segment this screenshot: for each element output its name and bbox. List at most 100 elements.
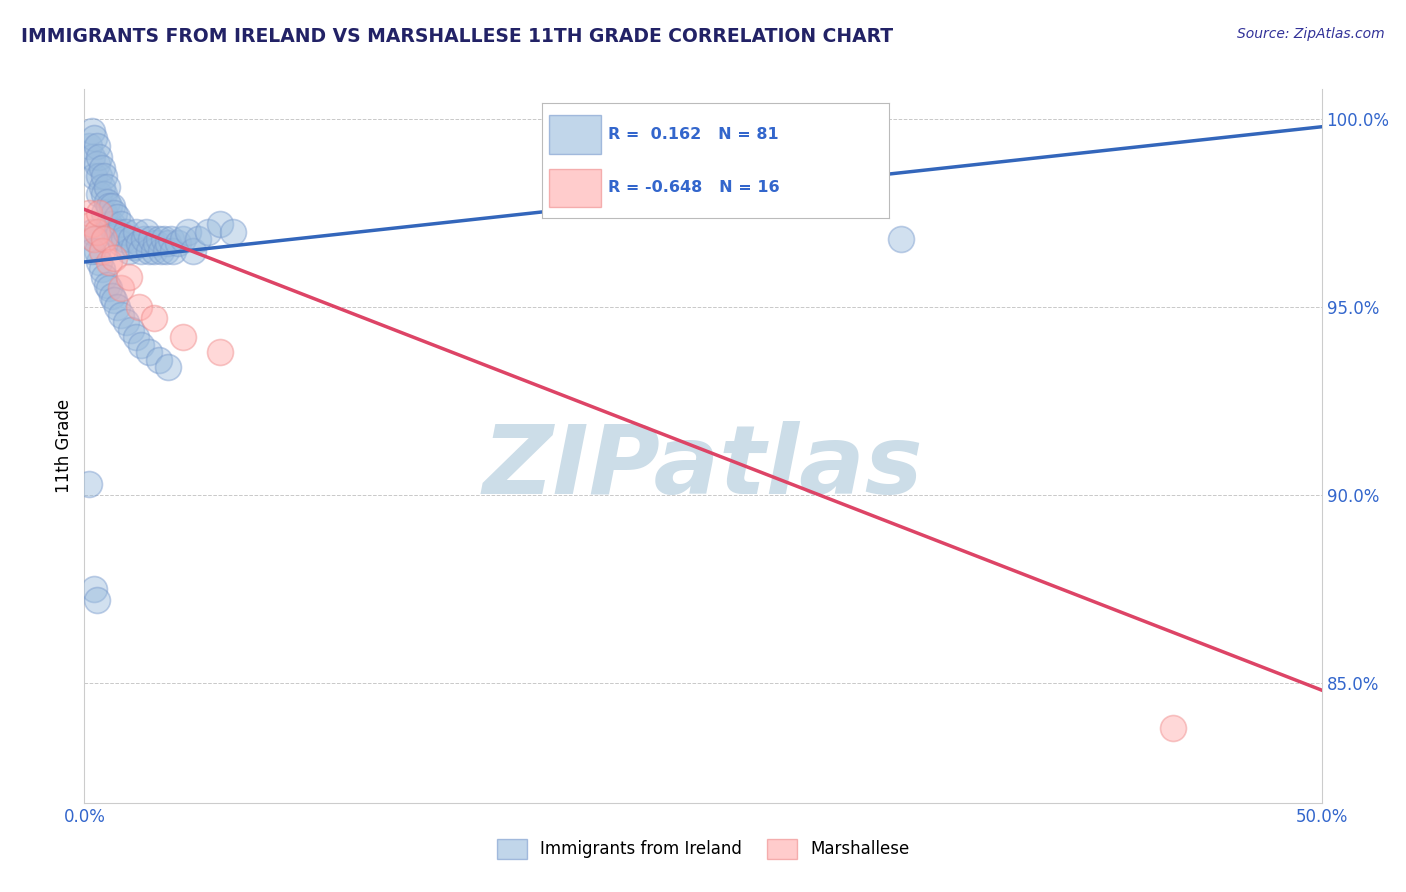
Point (112, 232, 135, 246)
Point (1161, 721, 1184, 735)
Point (100, 199, 122, 213)
Point (115, 315, 138, 329)
Point (83, 232, 105, 246)
Text: ZIPatlas: ZIPatlas (482, 421, 924, 514)
Point (86, 138, 108, 153)
Point (142, 244, 165, 258)
Point (83, 169, 105, 183)
Point (86, 244, 108, 258)
Point (80, 244, 103, 258)
Point (90, 244, 112, 258)
Point (93, 232, 115, 246)
Point (96, 179, 118, 194)
Point (83, 131, 105, 145)
Point (125, 225, 148, 239)
Point (89, 255, 111, 269)
Point (172, 330, 194, 344)
Point (128, 300, 150, 314)
Point (110, 218, 132, 232)
Point (110, 281, 132, 295)
Point (110, 236, 132, 251)
Point (105, 210, 128, 224)
Point (120, 232, 142, 246)
Point (122, 240, 145, 254)
Point (105, 300, 128, 314)
Point (90, 161, 112, 175)
Point (79, 206, 101, 220)
Point (209, 218, 232, 232)
Point (145, 236, 167, 251)
Point (103, 206, 125, 220)
Legend: Immigrants from Ireland, Marshallese: Immigrants from Ireland, Marshallese (489, 832, 917, 866)
Point (89, 187, 111, 202)
Point (150, 244, 173, 258)
Point (89, 150, 111, 164)
Point (120, 322, 142, 336)
Point (103, 251, 125, 265)
Point (129, 244, 152, 258)
Point (162, 244, 184, 258)
Point (172, 232, 194, 246)
Point (105, 228, 128, 243)
Point (157, 236, 180, 251)
Point (890, 232, 912, 246)
Point (155, 244, 177, 258)
Point (98, 281, 121, 295)
Point (100, 218, 122, 232)
Point (135, 225, 157, 239)
Point (118, 244, 141, 258)
Point (98, 255, 121, 269)
Point (157, 360, 180, 375)
Point (167, 236, 190, 251)
Point (197, 225, 219, 239)
Point (222, 225, 245, 239)
Point (79, 138, 101, 153)
Point (96, 277, 118, 292)
Point (128, 236, 150, 251)
Text: IMMIGRANTS FROM IRELAND VS MARSHALLESE 11TH GRADE CORRELATION CHART: IMMIGRANTS FROM IRELAND VS MARSHALLESE 1… (21, 27, 893, 45)
Point (160, 232, 183, 246)
Point (129, 337, 152, 351)
Point (80, 218, 103, 232)
Point (141, 232, 163, 246)
Point (80, 150, 103, 164)
Point (86, 593, 108, 607)
Point (93, 187, 115, 202)
Point (96, 194, 118, 209)
Point (187, 232, 209, 246)
Point (118, 270, 141, 285)
Point (103, 225, 125, 239)
Point (98, 199, 121, 213)
Point (181, 244, 204, 258)
Point (93, 206, 115, 220)
Y-axis label: 11th Grade: 11th Grade (55, 399, 73, 493)
Point (108, 225, 131, 239)
Point (100, 289, 122, 303)
Point (132, 232, 155, 246)
Point (93, 169, 115, 183)
Point (89, 169, 111, 183)
Point (138, 244, 160, 258)
Point (148, 352, 170, 367)
Point (93, 270, 115, 285)
Point (125, 330, 148, 344)
Point (80, 225, 103, 239)
Point (90, 179, 112, 194)
Point (209, 345, 232, 359)
Point (89, 206, 111, 220)
Point (86, 225, 108, 239)
Point (115, 225, 138, 239)
Point (110, 308, 132, 322)
Point (177, 225, 200, 239)
Point (86, 157, 108, 171)
Point (138, 345, 160, 359)
Point (83, 232, 105, 246)
Text: Source: ZipAtlas.com: Source: ZipAtlas.com (1237, 27, 1385, 41)
Point (148, 232, 170, 246)
Point (83, 582, 105, 596)
Point (103, 293, 125, 307)
Point (80, 123, 103, 137)
Point (90, 262, 112, 277)
Point (142, 311, 165, 326)
Point (79, 476, 101, 491)
